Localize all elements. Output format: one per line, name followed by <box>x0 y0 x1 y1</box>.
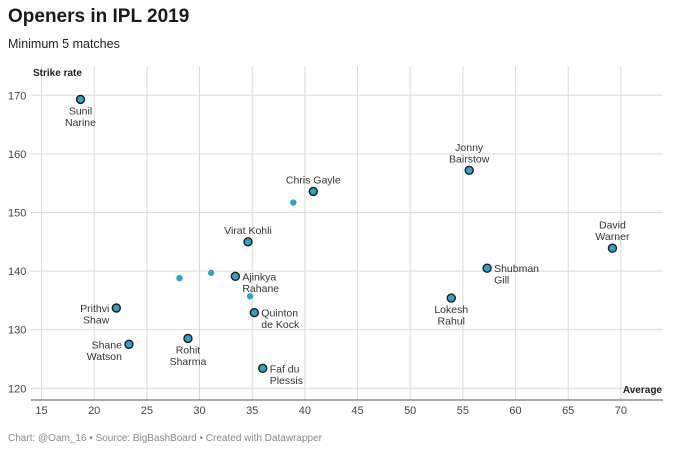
data-point-label: Ajinkya Rahane <box>242 271 279 295</box>
x-tick-label: 70 <box>615 405 627 417</box>
data-point <box>446 293 456 303</box>
data-point <box>75 94 86 105</box>
x-tick-label: 30 <box>193 405 205 417</box>
y-tick-label: 150 <box>8 207 26 219</box>
data-point <box>258 363 268 374</box>
data-point-label: Chris Gayle <box>286 174 341 186</box>
x-tick-label: 25 <box>141 405 153 417</box>
y-tick-label: 130 <box>8 325 26 337</box>
x-tick-label: 50 <box>404 405 416 417</box>
data-point-label: David Warner <box>595 220 630 244</box>
chart-footer: Chart: @Oam_16 • Source: BigBashBoard • … <box>8 433 322 444</box>
data-point-label: Shane Watson <box>87 339 122 363</box>
data-point-label: Rohit Sharma <box>170 344 207 368</box>
y-tick-label: 170 <box>8 90 26 102</box>
data-point <box>289 198 298 207</box>
x-tick-label: 40 <box>299 405 311 417</box>
data-point <box>482 263 492 273</box>
x-tick-label: 45 <box>351 405 363 417</box>
x-tick-label: 20 <box>88 405 100 417</box>
data-point <box>124 339 134 350</box>
chart-title: Openers in IPL 2019 <box>8 6 190 27</box>
data-point-label: Lokesh Rahul <box>434 304 468 328</box>
x-tick-label: 60 <box>509 405 521 417</box>
x-axis-title: Average <box>623 385 663 396</box>
data-point-label: Faf du Plessis <box>270 363 303 387</box>
data-point-label: Jonny Bairstow <box>449 142 490 166</box>
y-tick-label: 120 <box>8 383 26 395</box>
data-point <box>249 307 260 318</box>
data-point <box>607 243 618 253</box>
data-point <box>230 271 241 282</box>
data-point-label: Virat Kohli <box>224 225 272 237</box>
data-point <box>111 303 122 313</box>
data-point <box>183 333 193 344</box>
data-point <box>243 237 253 247</box>
chart-subtitle: Minimum 5 matches <box>8 37 120 51</box>
y-tick-label: 140 <box>8 266 26 278</box>
data-point-label: Sunil Narine <box>65 105 96 128</box>
data-point-label: Quinton de Kock <box>261 308 300 332</box>
x-tick-label: 65 <box>562 405 574 417</box>
data-point-label: Shubman Gill <box>494 263 539 287</box>
y-axis-title: Strike rate <box>33 68 82 79</box>
data-point <box>246 292 255 301</box>
data-point <box>175 274 184 283</box>
x-tick-label: 15 <box>35 405 47 417</box>
y-tick-label: 160 <box>8 149 26 161</box>
x-tick-label: 55 <box>457 405 469 417</box>
data-point <box>308 186 318 197</box>
x-tick-label: 35 <box>246 405 258 417</box>
data-point <box>464 165 474 176</box>
data-point-label: Prithvi Shaw <box>80 303 110 327</box>
data-point <box>207 268 216 277</box>
